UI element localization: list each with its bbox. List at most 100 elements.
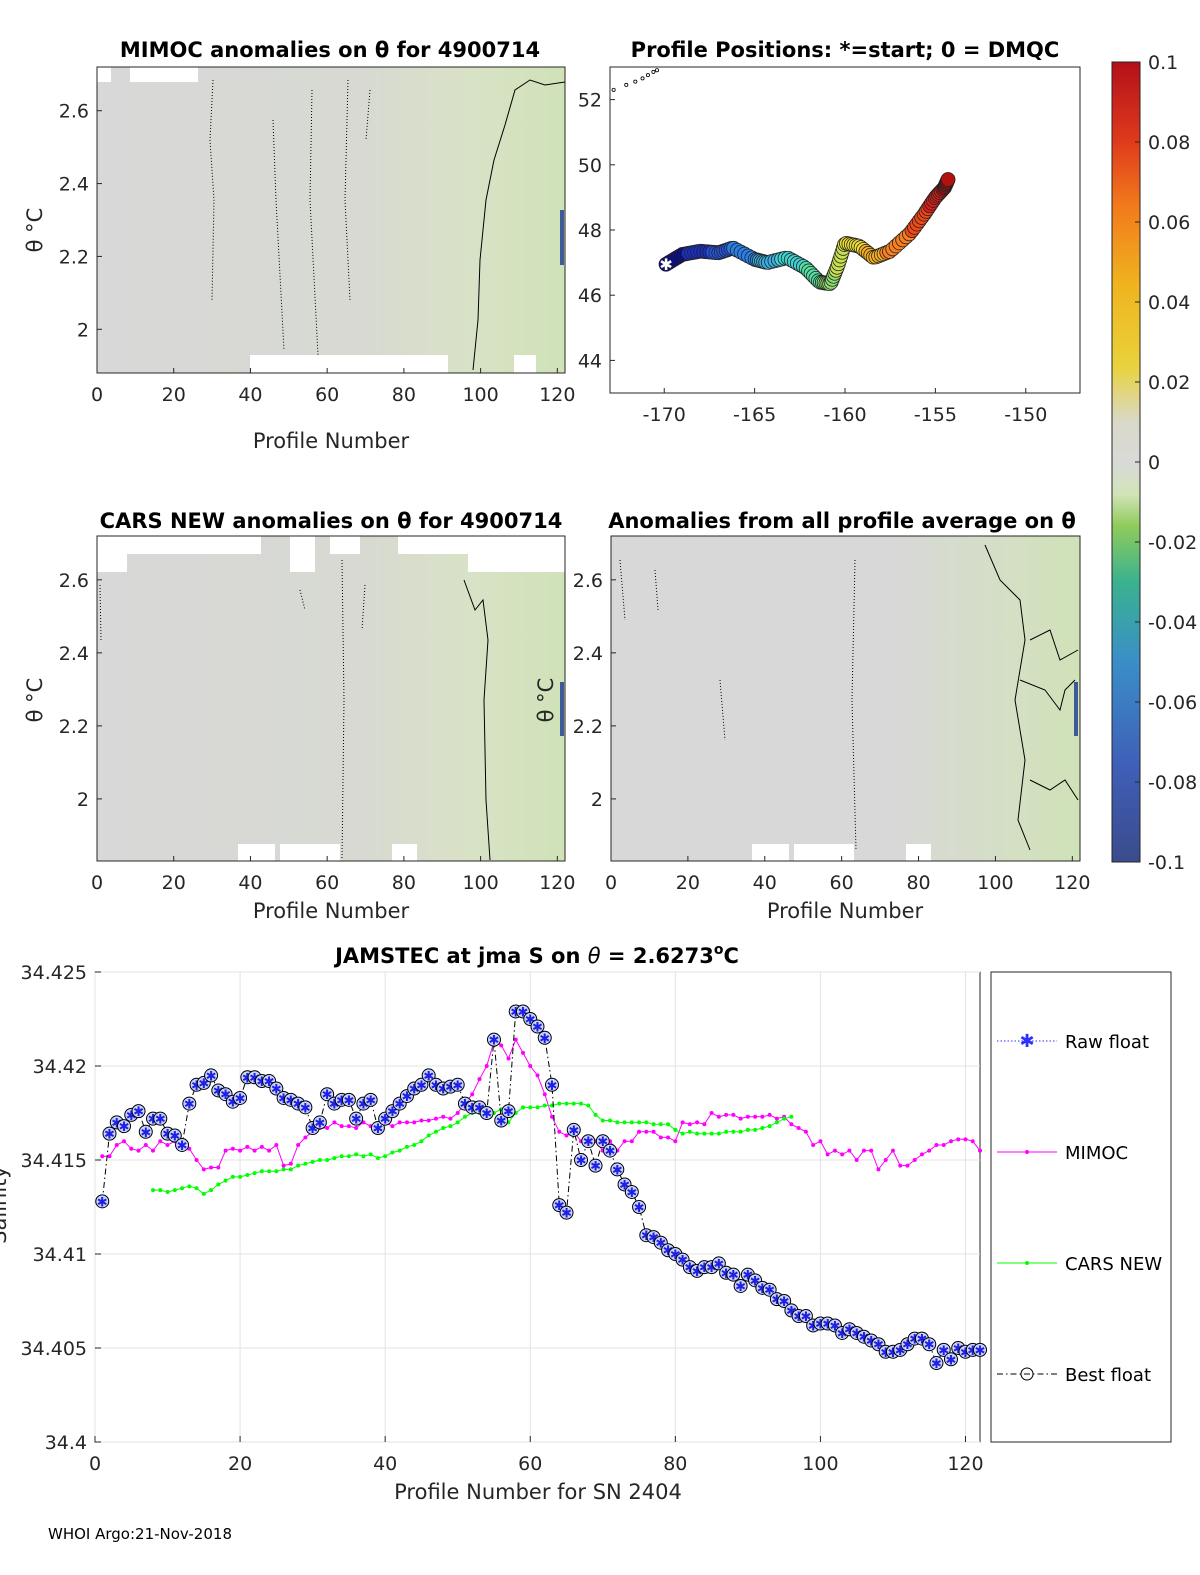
mimoc-point [296, 1142, 301, 1147]
cars-new-point [223, 1178, 228, 1183]
best-float-point [363, 1092, 378, 1107]
mimoc-point [499, 1043, 504, 1048]
mimoc-blank-bottom-2 [514, 355, 536, 373]
x-tick-label: 80 [392, 384, 416, 406]
cars-new-point [158, 1188, 163, 1193]
raw-float-point: ✱ [401, 1090, 412, 1105]
cars-new-point [709, 1131, 714, 1136]
cars-new-line [153, 1103, 792, 1195]
best-float-line [101, 1011, 980, 1365]
mimoc-contour-1 [472, 79, 566, 371]
cars-blank-bottom-3 [392, 844, 417, 861]
mimoc-point [622, 1139, 627, 1144]
legend-cars-new-label: CARS NEW [1065, 1254, 1162, 1275]
raw-float-point: ✱ [721, 1267, 732, 1282]
mimoc-marker [560, 210, 564, 265]
raw-float-point: ✱ [496, 1115, 507, 1130]
mimoc-point [230, 1146, 235, 1151]
raw-float-point: ✱ [815, 1318, 826, 1333]
cars-new-point [397, 1148, 402, 1153]
raw-float-point: ✱ [518, 1005, 529, 1020]
cars-new-point [608, 1118, 613, 1123]
cars-new-point [172, 1188, 177, 1193]
raw-float-point: ✱ [634, 1201, 645, 1216]
mimoc-point [288, 1161, 293, 1166]
mimoc-point [238, 1148, 243, 1153]
raw-float-point: ✱ [351, 1113, 362, 1128]
mimoc-point [644, 1129, 649, 1134]
cars-new-point [288, 1167, 293, 1172]
cars-new-point [600, 1118, 605, 1123]
extra-point [640, 76, 645, 81]
y-tick-label: 34.41 [33, 1244, 87, 1266]
y-tick-label: 2.4 [59, 174, 89, 196]
mimoc-point [876, 1167, 881, 1172]
cars-new-point [216, 1182, 221, 1187]
cars-new-point [666, 1122, 671, 1127]
x-tick-label: -170 [643, 404, 686, 426]
colorbar-tick-label: -0.08 [1148, 772, 1197, 794]
raw-float-point: ✱ [858, 1331, 869, 1346]
mimoc-point [419, 1118, 424, 1123]
extra-point [651, 69, 656, 74]
cars-new-point [680, 1131, 685, 1136]
cars-contour-5 [99, 584, 102, 641]
cars-new-point [695, 1131, 700, 1136]
raw-float-point: ✱ [213, 1084, 224, 1099]
x-tick-label: 120 [947, 1453, 983, 1475]
cars-new-point [731, 1129, 736, 1134]
raw-float-point: ✱ [148, 1113, 159, 1128]
raw-float-point: ✱ [590, 1160, 601, 1175]
mimoc-point [970, 1139, 975, 1144]
mimoc-blank-top-2 [130, 67, 198, 82]
cars-new-point [579, 1101, 584, 1106]
mimoc-point [122, 1139, 127, 1144]
colorbar-tick-label: -0.04 [1148, 612, 1197, 634]
colorbar-tick-label: 0 [1148, 452, 1160, 474]
raw-float-point: ✱ [423, 1069, 434, 1084]
raw-float-point: ✱ [924, 1338, 935, 1353]
legend-cars-new: CARS NEW [997, 1254, 1162, 1275]
positions-ticks: -170 -165 -160 -155 -150 44 46 48 50 52 [578, 90, 1048, 426]
raw-float-point: ✱ [677, 1254, 688, 1269]
cars-new-point [426, 1133, 431, 1138]
legend-mimoc-marker [1025, 1150, 1029, 1154]
raw-float-point: ✱ [206, 1069, 217, 1084]
mimoc-point [455, 1111, 460, 1115]
cars-new-point [716, 1131, 721, 1136]
x-tick-label: 0 [91, 872, 103, 894]
raw-float-point: ✱ [285, 1094, 296, 1109]
mimoc-point [506, 1056, 511, 1061]
cars-new-point [180, 1186, 185, 1191]
cars-new-point [702, 1131, 707, 1136]
x-tick-label: 100 [462, 872, 498, 894]
allprof-panel: Anomalies from all profile average on θ … [534, 509, 1090, 923]
cars-new-point [383, 1154, 388, 1159]
x-tick-label: 120 [539, 872, 575, 894]
mimoc-point [890, 1148, 895, 1153]
cars-blank-bottom-2 [280, 844, 340, 861]
cars-title: CARS NEW anomalies on θ for 4900714 [100, 509, 563, 533]
x-tick-label: 60 [315, 384, 339, 406]
raw-float-point: ✱ [670, 1248, 681, 1263]
mimoc-point [796, 1126, 801, 1131]
salinity-title-theta: θ [588, 944, 601, 968]
best-float-point [312, 1115, 327, 1130]
mimoc-point [528, 1064, 533, 1068]
raw-float-point: ✱ [880, 1346, 891, 1361]
best-float-point [929, 1356, 944, 1371]
raw-float-point: ✱ [409, 1083, 420, 1098]
raw-float-point: ✱ [314, 1116, 325, 1131]
y-tick-label: 46 [578, 285, 602, 307]
raw-float-point: ✱ [655, 1237, 666, 1252]
best-float-point [341, 1092, 356, 1107]
best-float-point [610, 1162, 625, 1177]
extra-point [624, 82, 629, 87]
cars-blank-top-5 [398, 536, 468, 554]
colorbar-tick-label: 0.06 [1148, 212, 1190, 234]
best-float-point [530, 1019, 545, 1034]
mimoc-ticks: 0 20 40 60 80 100 120 2 2.2 2.4 2.6 [59, 101, 576, 406]
cars-contour-1 [463, 579, 491, 861]
mimoc-point [919, 1152, 924, 1157]
